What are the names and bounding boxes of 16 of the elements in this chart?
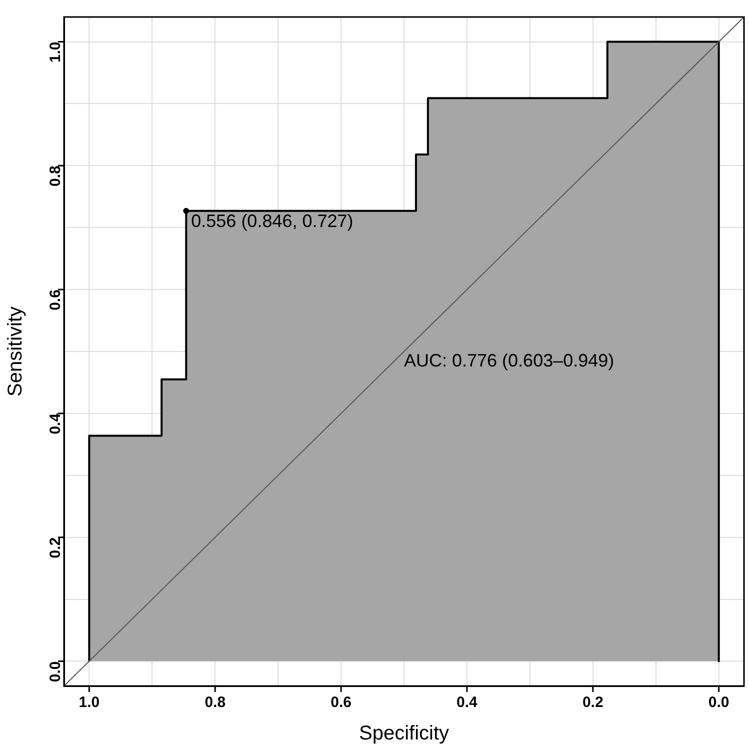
y-tick-label: 0.2 [47,537,64,558]
x-tick-label: 0.4 [456,694,478,712]
y-tick-label: 0.4 [47,412,64,434]
y-tick-label: 0.8 [47,166,64,187]
x-tick-label: 0.0 [708,694,730,712]
x-tick-label: 0.6 [330,694,352,712]
y-tick-label: 1.0 [47,42,64,63]
x-tick-label: 1.0 [78,694,100,712]
x-tick-label: 0.8 [204,694,226,712]
y-axis-title: Sensitivity [4,306,27,397]
x-axis-title: Specificity [358,722,450,745]
x-tick-label: 0.2 [582,694,604,712]
annotation: AUC: 0.776 (0.603–0.949) [404,350,614,370]
y-tick-label: 0.0 [47,661,64,682]
annotation: 0.556 (0.846, 0.727) [191,210,354,231]
y-tick-label: 0.6 [47,290,64,310]
